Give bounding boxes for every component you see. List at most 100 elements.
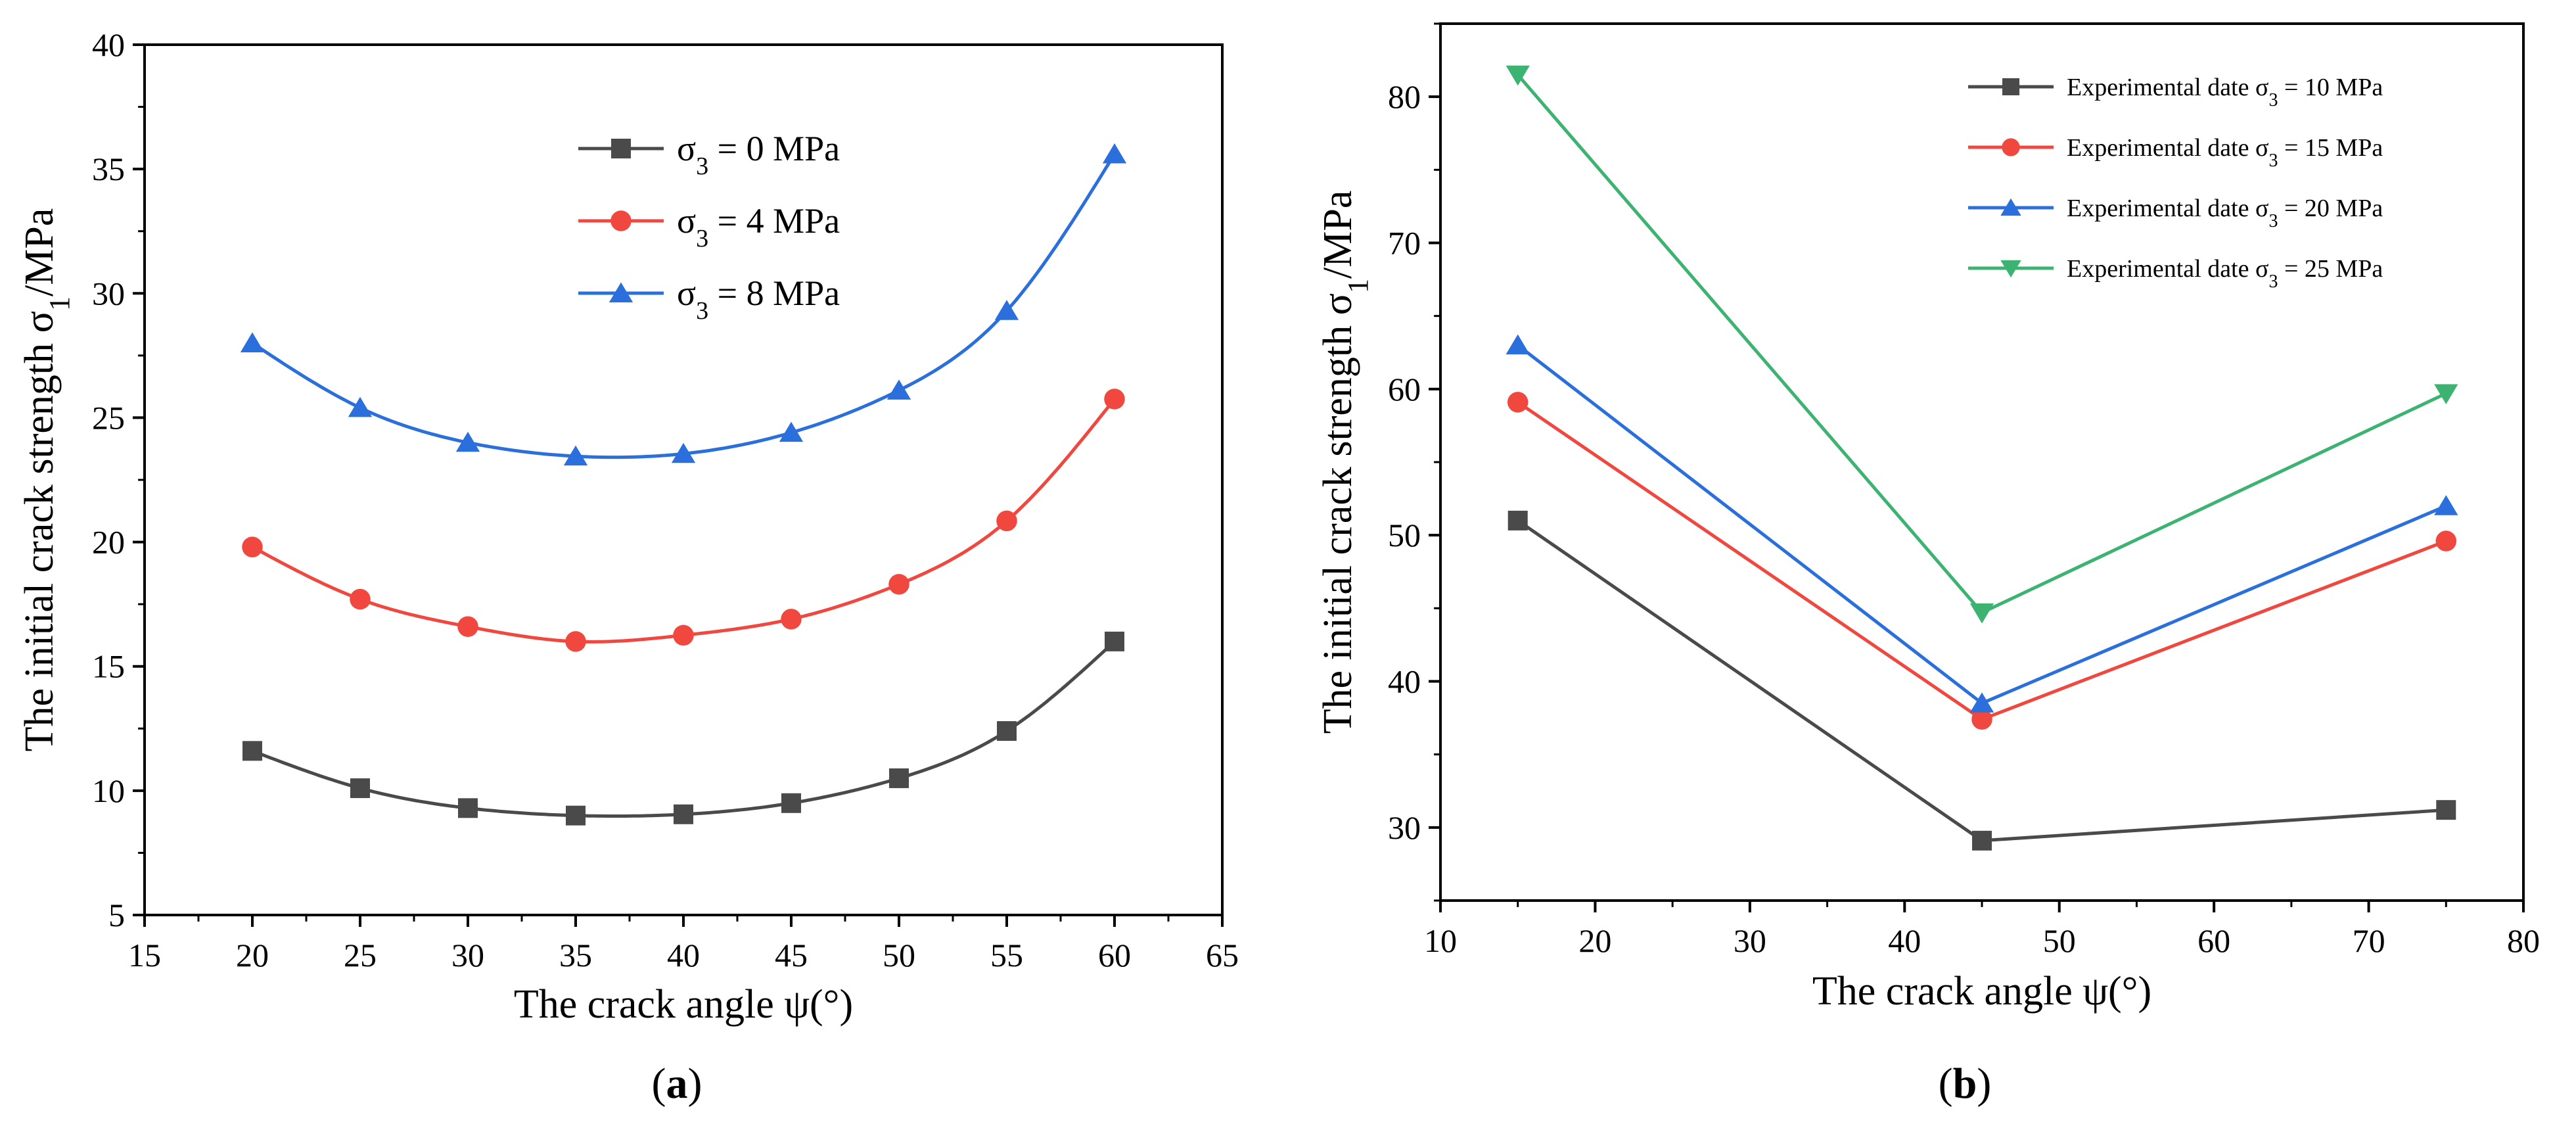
panel-a-data-point: [994, 300, 1019, 320]
panel-b-series-3: [1506, 334, 2458, 713]
panel-a-series-3: [240, 143, 1127, 466]
panel-b-data-point: [1969, 692, 1994, 713]
panel-a-data-point: [242, 741, 262, 761]
panel-b-legend-marker: [2002, 78, 2019, 95]
panel-a-x-tick-label: 30: [451, 937, 484, 974]
panel-b-legend-marker: [2002, 138, 2020, 156]
panel-a-y-tick-label: 25: [92, 399, 125, 436]
panel-b-series-1: [1507, 510, 2456, 851]
panel-a-plot-frame: [143, 43, 1224, 916]
panel-b-y-tick-label: 70: [1388, 225, 1421, 262]
panel-a-data-point: [563, 445, 588, 466]
panel-b-series-line: [1517, 344, 2447, 705]
panel-a-data-point: [1105, 631, 1124, 651]
panel-a-x-tick-label: 40: [667, 937, 700, 974]
panel-a-legend-marker: [610, 210, 632, 231]
panel-a-data-point: [671, 442, 696, 463]
panel-a-y-tick-label: 40: [92, 26, 125, 63]
panel-a-y-tick-label: 30: [92, 275, 125, 312]
panel-b-y-tick-label: 40: [1388, 663, 1421, 700]
panel-a-data-point: [674, 804, 693, 824]
panel-b-data-point: [1506, 65, 1530, 86]
panel-a-series-1: [242, 631, 1124, 826]
panel-b-y-tick-label: 30: [1388, 809, 1421, 846]
panel-a-x-tick-label: 20: [236, 937, 269, 974]
panel-b-series-2: [1507, 392, 2457, 730]
panel-a-series-line: [251, 398, 1116, 644]
panel-b-panel-label: (b): [1939, 1060, 1992, 1108]
panel-b-series-line: [1517, 400, 2447, 721]
panel-a-y-tick-label: 15: [92, 648, 125, 685]
panel-b-legend-marker: [2000, 260, 2021, 278]
panel-a-data-point: [240, 332, 265, 352]
panel-b-legend-label: Experimental date σ3 = 10 MPa: [2067, 74, 2383, 110]
panel-b-data-point: [1972, 830, 1992, 851]
panel-b-y-tick-label: 50: [1388, 517, 1421, 553]
panel-a-data-point: [457, 616, 478, 637]
panel-a-data-point: [886, 379, 911, 400]
panel-a-legend-marker: [611, 139, 631, 158]
panel-a-data-point: [1102, 143, 1127, 164]
panel-a-series-2: [242, 388, 1125, 652]
panel-a-data-point: [673, 624, 694, 646]
panel-a-x-tick-label: 60: [1098, 937, 1131, 974]
panel-a-x-tick-label: 45: [775, 937, 808, 974]
panel-b-data-point: [1507, 392, 1529, 413]
panel-b-legend-label: Experimental date σ3 = 25 MPa: [2067, 255, 2383, 292]
panel-a-x-tick-label: 15: [128, 937, 161, 974]
panel-a-y-axis-title: The initial crack strength σ1/MPa: [17, 208, 76, 752]
panel-a-y-tick-label: 20: [92, 524, 125, 561]
panel-a-data-point: [565, 631, 586, 652]
panel-b-data-point: [2434, 384, 2458, 405]
panel-a-data-point: [888, 574, 909, 595]
panel-a-series-line: [252, 640, 1116, 818]
panel-b-y-axis-title: The initial crack strength σ1/MPa: [1316, 191, 1374, 734]
panel-b-x-tick-label: 60: [2197, 922, 2230, 959]
panel-a-y-tick-label: 10: [92, 772, 125, 809]
panel-b-x-tick-label: 80: [2507, 922, 2540, 959]
panel-a-data-point: [348, 396, 373, 417]
panel-a-legend-label: σ3 = 8 MPa: [677, 273, 840, 325]
panel-b-data-point: [2436, 800, 2456, 820]
panel-b-y-tick-label: 60: [1388, 371, 1421, 408]
panel-a-legend-marker: [609, 282, 633, 303]
panel-b-data-point: [1507, 510, 1528, 530]
panel-a-legend-label: σ3 = 4 MPa: [677, 201, 840, 252]
panel-b-series-4: [1506, 65, 2458, 624]
panel-b-legend-marker: [2000, 198, 2021, 216]
panel-b-data-point: [2435, 530, 2457, 552]
panel-b-data-point: [1971, 709, 1992, 730]
panel-b-x-tick-label: 30: [1734, 922, 1766, 959]
panel-b-x-tick-label: 10: [1424, 922, 1457, 959]
panel-a-x-tick-label: 25: [344, 937, 377, 974]
panel-a-panel-label: (a): [652, 1060, 702, 1108]
panel-b-legend-label: Experimental date σ3 = 20 MPa: [2067, 195, 2383, 231]
panel-a-data-point: [350, 588, 371, 610]
panel-b-y-tick-label: 80: [1388, 78, 1421, 115]
panel-a-data-point: [455, 431, 480, 452]
panel-a-x-tick-label: 55: [990, 937, 1023, 974]
panel-a-y-tick-label: 5: [108, 897, 125, 933]
panel-b-x-tick-label: 40: [1888, 922, 1921, 959]
panel-b-x-tick-label: 20: [1578, 922, 1611, 959]
panel-b-data-point: [2434, 495, 2458, 515]
panel-b-legend: [1968, 78, 2054, 278]
panel-b-x-tick-label: 50: [2043, 922, 2076, 959]
panel-a-data-point: [350, 778, 370, 799]
panel-a-x-axis-title: The crack angle ψ(°): [514, 982, 853, 1027]
panel-a-data-point: [1104, 388, 1125, 410]
panel-b-legend-label: Experimental date σ3 = 15 MPa: [2067, 134, 2383, 171]
panel-b-data-point: [1969, 603, 1994, 624]
panel-b-series-line: [1517, 519, 2447, 843]
panel-a-data-point: [458, 798, 478, 818]
panel-a-legend: [578, 139, 664, 303]
panel-a-x-tick-label: 35: [559, 937, 592, 974]
panel-a-data-point: [779, 421, 804, 442]
panel-b-x-axis-title: The crack angle ψ(°): [1812, 969, 2151, 1014]
panel-a-data-point: [889, 768, 909, 788]
panel-a-data-point: [242, 536, 263, 557]
panel-a-data-point: [996, 510, 1017, 532]
panel-b-data-point: [1506, 334, 1530, 355]
panel-a-y-tick-label: 35: [92, 151, 125, 187]
